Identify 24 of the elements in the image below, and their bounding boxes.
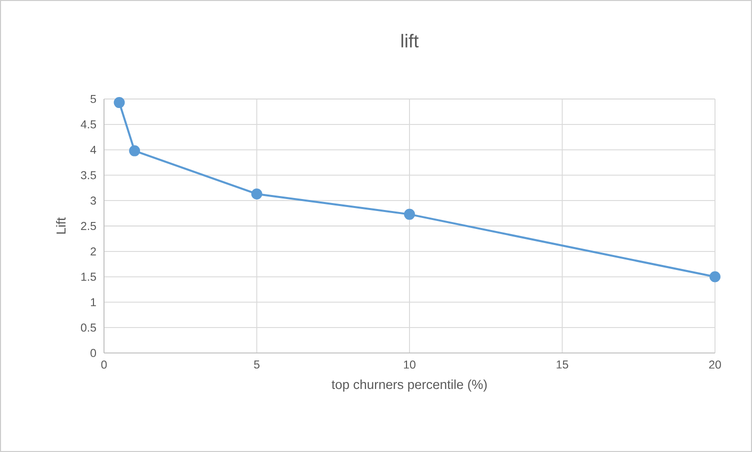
point [114,97,125,108]
y-tick-label: 1.5 [81,272,96,281]
x-tick-label: 10 [404,360,416,369]
x-tick-label: 5 [254,360,260,369]
y-tick-label: 4.5 [80,120,96,128]
y-tick-label: 2.5 [81,222,96,230]
y-tick-label: 1 [90,298,96,306]
point [251,188,262,200]
point [404,208,416,220]
point [129,145,140,156]
y-tick-label: 0 [90,348,96,358]
y-tick-label: 4 [90,146,96,154]
y-tick-label: 0.5 [80,324,96,332]
y-axis-title: Lift [56,217,66,234]
y-tick-label: 5 [90,94,96,104]
x-tick-label: 0 [101,360,107,369]
x-tick-label: 15 [556,360,568,369]
chart-title: lift [402,34,419,48]
x-tick-label: 20 [709,360,721,369]
point [709,271,720,282]
y-tick-label: 3 [90,196,96,205]
x-axis-title: top churners percentile (%) [332,380,487,392]
y-tick-label: 2 [90,247,96,256]
y-tick-label: 3.5 [80,171,96,180]
